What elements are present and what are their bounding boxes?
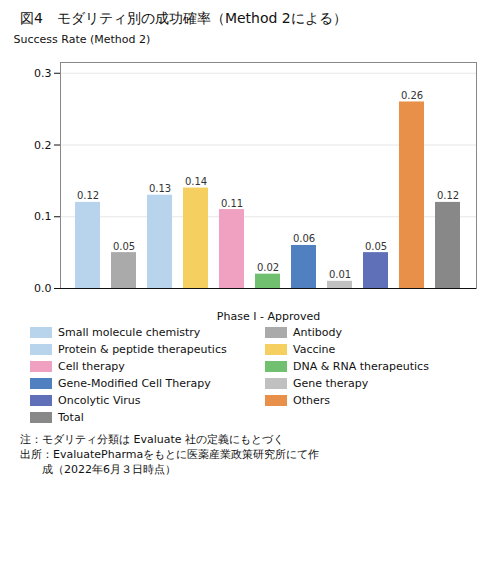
svg-text:0.12: 0.12 <box>437 190 459 201</box>
svg-text:0.3: 0.3 <box>34 67 52 80</box>
svg-text:0.26: 0.26 <box>401 90 423 101</box>
html-text:成（2022年6月３日時点）: 成（2022年6月３日時点） <box>20 463 176 476</box>
html-text:Others: Others <box>293 394 330 407</box>
html-text:Small molecule chemistry: Small molecule chemistry <box>58 326 201 339</box>
html-text:図4 モダリティ別の成功確率（Method 2による）: 図4 モダリティ別の成功確率（Method 2による） <box>20 10 347 26</box>
svg-text:0.05: 0.05 <box>113 241 135 252</box>
html-text:Cell therapy: Cell therapy <box>58 360 125 373</box>
svg-text:0.12: 0.12 <box>77 190 99 201</box>
html-text:Antibody: Antibody <box>293 326 343 339</box>
svg-text:0.13: 0.13 <box>149 183 171 194</box>
svg-text:0.0: 0.0 <box>34 282 52 295</box>
svg-text:0.1: 0.1 <box>34 210 52 223</box>
html-text:出所：EvaluatePharmaをもとに医薬産業政策研究所: 出所：EvaluatePharmaをもとに医薬産業政策研究所にて作 <box>20 448 320 461</box>
html-text:注：モダリティ分類は Evaluate 社の定義にもとづく: 注：モダリティ分類は Evaluate 社の定義にもとづく <box>20 433 284 446</box>
svg-text:0.14: 0.14 <box>185 176 207 187</box>
html-text:Protein & peptide therapeutics: Protein & peptide therapeutics <box>58 343 227 356</box>
html-text:Total: Total <box>58 411 84 424</box>
svg-text:0.02: 0.02 <box>257 262 279 273</box>
svg-text:0.2: 0.2 <box>34 139 52 152</box>
svg-text:0.11: 0.11 <box>221 198 243 209</box>
svg-text:Phase I - Approved: Phase I - Approved <box>217 310 320 323</box>
svg-text:0.06: 0.06 <box>293 233 315 244</box>
html-text:Oncolytic Virus: Oncolytic Virus <box>58 394 141 407</box>
svg-text:0.05: 0.05 <box>365 241 387 252</box>
html-text:Vaccine: Vaccine <box>293 343 336 356</box>
svg-text:0.01: 0.01 <box>329 269 351 280</box>
html-text:Gene-Modified Cell Therapy: Gene-Modified Cell Therapy <box>58 377 211 390</box>
html-text:DNA & RNA therapeutics: DNA & RNA therapeutics <box>293 360 429 373</box>
html-text:Gene therapy: Gene therapy <box>293 377 369 390</box>
svg-text:Success Rate (Method 2): Success Rate (Method 2) <box>14 33 151 46</box>
